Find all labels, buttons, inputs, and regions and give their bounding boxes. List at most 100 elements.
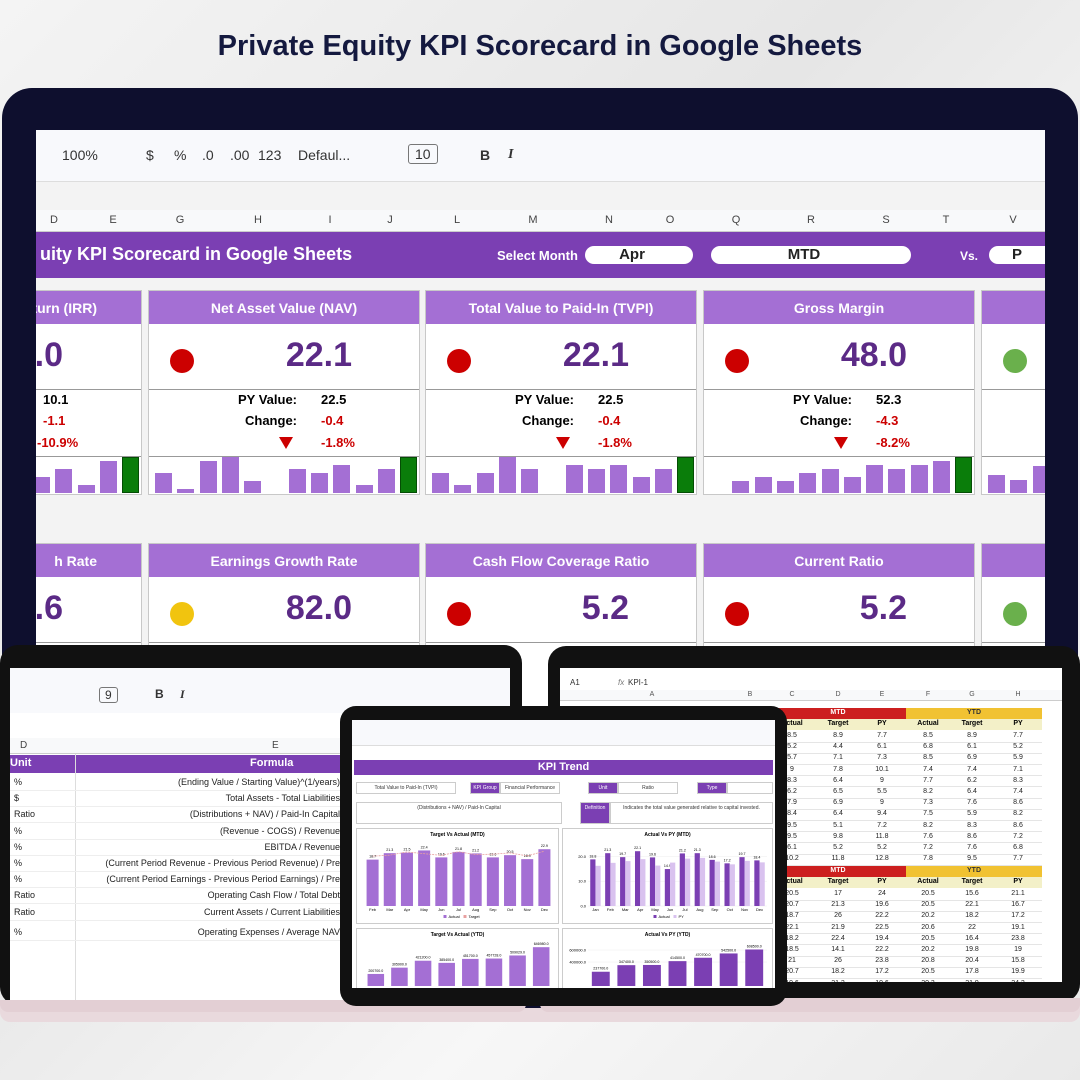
bar	[617, 965, 636, 986]
bar	[694, 957, 713, 986]
data-cell: 7.7	[877, 732, 887, 739]
py-value: 22.5	[598, 392, 624, 407]
trend-bar	[955, 457, 973, 493]
toolbar-item: B	[155, 687, 164, 701]
status-dot	[170, 602, 194, 626]
x-tick-label: Dec	[541, 907, 548, 912]
data-cell: 18.5	[785, 946, 799, 953]
row-line	[770, 808, 1042, 810]
data-cell: 7.7	[923, 776, 933, 784]
subheader-row	[770, 877, 1042, 888]
data-label: 18.7	[369, 855, 376, 859]
trend-bar	[866, 465, 884, 493]
change-label: Change:	[522, 413, 574, 428]
group-label: YTD	[967, 867, 981, 874]
bar	[418, 850, 431, 906]
toolbar-item: 100%	[62, 147, 98, 163]
divider	[36, 456, 141, 457]
data-cell: 22.4	[831, 934, 845, 942]
dashboard-title: KPI Trend	[537, 761, 590, 773]
status-dot	[170, 349, 194, 373]
y-tick-label: 400000.0	[569, 960, 586, 965]
formula-cell: (Current Period Earnings - Previous Peri…	[106, 874, 340, 885]
down-arrow	[279, 437, 293, 449]
row-line	[10, 790, 510, 791]
page-title: Private Equity KPI Scorecard in Google S…	[217, 30, 863, 62]
row-line	[770, 853, 1042, 855]
toolbar-item: 10	[408, 144, 438, 164]
data-cell: 6.1	[967, 743, 977, 751]
data-label: 21.8	[455, 847, 462, 851]
x-tick-label: Aug	[472, 907, 479, 912]
bar	[452, 851, 465, 906]
banner-title: uity KPI Scorecard in Google Sheets	[40, 244, 353, 264]
row-line	[770, 842, 1042, 844]
data-cell: 6.9	[833, 799, 843, 807]
row-line	[770, 899, 1042, 901]
kpi-card-header	[426, 291, 696, 324]
data-label: 200700.0	[368, 969, 383, 973]
divider	[36, 389, 141, 390]
formula-box-text: (Distributions + NAV) / Paid-In Capital	[417, 805, 501, 811]
column-header: G	[969, 691, 975, 698]
value-box	[618, 782, 678, 794]
label-text: KPI Group	[473, 785, 497, 791]
cell-ref: A1	[570, 678, 580, 687]
data-label: 385400.0	[439, 958, 454, 962]
label	[588, 782, 618, 794]
divider	[426, 389, 696, 390]
data-cell: 20.5	[921, 934, 935, 942]
divider	[704, 389, 974, 390]
unit-cell: Ratio	[14, 809, 36, 820]
py-label: PY Value:	[514, 392, 574, 407]
bar	[414, 960, 432, 986]
x-tick-label: Apr	[637, 907, 644, 912]
bar	[754, 860, 760, 906]
legend-label: Actual	[659, 914, 670, 919]
bar	[668, 961, 687, 986]
formula-cell: Current Assets / Current Liabilities	[203, 906, 340, 917]
trend-bar	[655, 469, 672, 493]
data-cell: 6.5	[833, 788, 843, 795]
group-header	[770, 708, 906, 719]
change-percent: -10.9%	[37, 435, 79, 450]
row-line	[10, 903, 510, 905]
data-label: 457728.0	[486, 954, 501, 958]
data-cell: 8.5	[787, 732, 797, 739]
subheader: PY	[1013, 878, 1023, 885]
x-tick-label: Jun	[438, 907, 444, 912]
toolbar-item: B	[480, 147, 491, 163]
kpi-card: Net Asset Value (NAV) 22.1 PY Value: 22.5 Ch…	[148, 290, 420, 495]
target-line	[372, 850, 545, 857]
change-percent: -8.2%	[876, 435, 910, 450]
data-label: 22.9	[541, 844, 548, 848]
bar	[610, 862, 616, 906]
data-cell: 8.2	[923, 788, 933, 795]
trend-bar	[498, 457, 516, 493]
data-cell: 18.2	[965, 912, 979, 920]
bar	[538, 849, 551, 906]
bar	[391, 967, 408, 986]
bar	[759, 862, 765, 906]
data-cell: 21.2	[818, 980, 858, 982]
kpi-card: Total Value to Paid-In (TVPI) 22.1 PY Valu…	[425, 290, 697, 495]
kpi-value: 48.0	[840, 336, 907, 374]
toolbar-item: 123	[258, 147, 282, 163]
bar	[591, 971, 610, 986]
kpi-card-header	[426, 544, 696, 577]
data-label: 20.5	[507, 850, 514, 854]
data-cell: 5.5	[877, 788, 887, 795]
trend-bar	[799, 473, 817, 493]
trend-bar	[333, 465, 351, 493]
data-cell: 20.5	[785, 890, 799, 897]
data-cell: 6.2	[787, 788, 797, 795]
data-cell: 19.1	[1011, 923, 1025, 931]
subheader: Target	[961, 878, 983, 885]
change-label: Change:	[800, 413, 852, 428]
trend-bar	[199, 461, 217, 493]
toolbar-item: I	[508, 147, 514, 162]
data-label: 18.8	[589, 854, 596, 858]
row-line	[770, 921, 1042, 923]
definition-box-text: Indicates the total value generated rela…	[623, 805, 760, 811]
data-label: 21.3	[604, 848, 611, 852]
